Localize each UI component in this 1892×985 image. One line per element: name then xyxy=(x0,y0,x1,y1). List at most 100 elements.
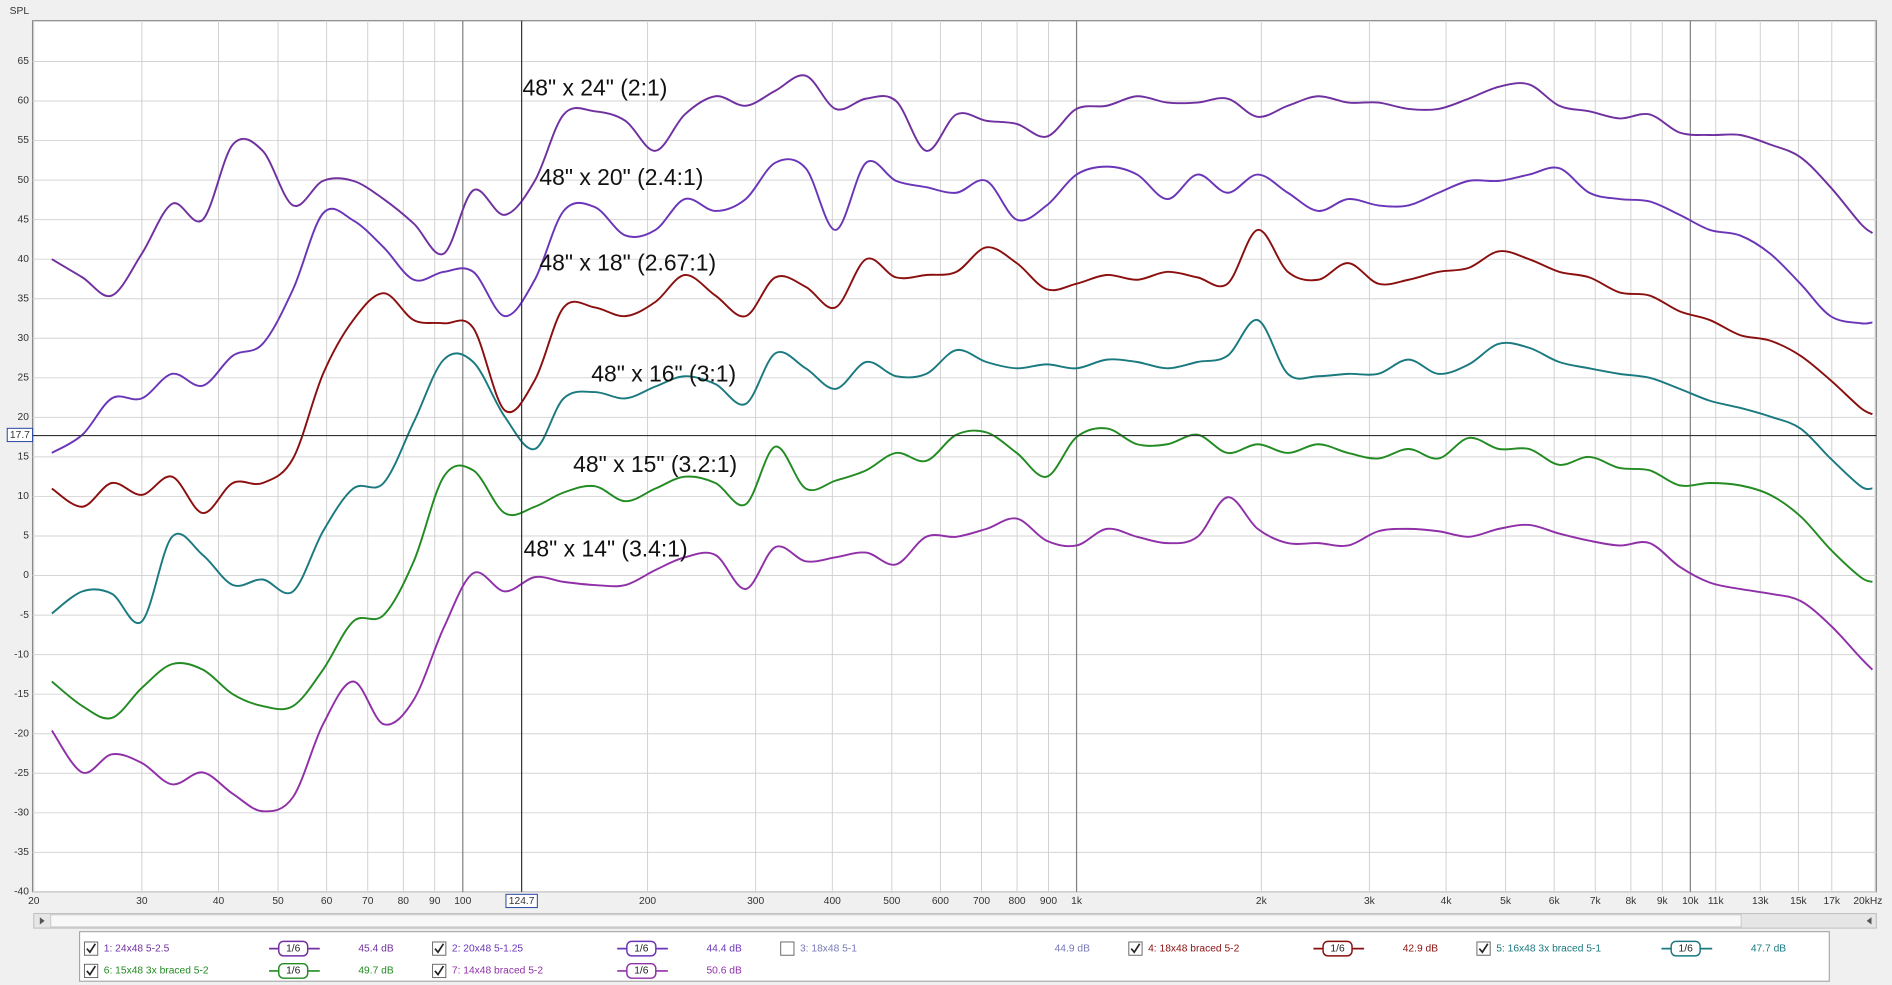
legend-name: 3: 18x48 5-1 xyxy=(800,943,857,954)
y-tick-label: -5 xyxy=(20,610,29,621)
y-tick-label: 5 xyxy=(23,531,29,542)
legend-name: 4: 18x48 braced 5-2 xyxy=(1148,943,1239,954)
legend-check xyxy=(434,965,445,976)
y-tick-label: 45 xyxy=(18,214,30,225)
legend-smoothing: 1/6 xyxy=(286,966,301,977)
x-tick-label: 900 xyxy=(1040,896,1057,907)
x-tick-label: 50 xyxy=(272,896,284,907)
x-tick-label: 400 xyxy=(824,896,841,907)
cursor-y-box xyxy=(6,427,34,443)
x-tick-label: 100 xyxy=(454,896,471,907)
x-tick-label: 13k xyxy=(1752,896,1769,907)
y-tick-label: 25 xyxy=(18,373,30,384)
legend-checkbox[interactable] xyxy=(83,941,99,956)
legend-level: 44.9 dB xyxy=(1055,943,1090,954)
x-tick-label: 6k xyxy=(1549,896,1561,907)
x-tick-label: 60 xyxy=(321,896,333,907)
x-tick-label: 70 xyxy=(362,896,374,907)
legend-smoothing-box[interactable] xyxy=(626,962,657,979)
response-curve xyxy=(51,496,1874,813)
response-curve xyxy=(51,158,1873,454)
x-tick-label: 700 xyxy=(973,896,990,907)
response-curve xyxy=(51,228,1873,515)
x-tick-label: 2k xyxy=(1256,896,1268,907)
x-tick-label: 15k xyxy=(1790,896,1807,907)
legend-smoothing: 1/6 xyxy=(286,943,301,954)
response-curve xyxy=(51,74,1874,298)
legend-level: 45.4 dB xyxy=(358,943,393,954)
curve-annotation: 48" x 18" (2.67:1) xyxy=(539,249,716,275)
legend-level: 50.6 dB xyxy=(706,966,741,977)
legend-name: 2: 20x48 5-1.25 xyxy=(452,943,524,954)
curve-annotation: 48" x 24" (2:1) xyxy=(522,75,667,101)
y-tick-label: -25 xyxy=(14,768,29,779)
y-tick-label: 55 xyxy=(18,135,30,146)
x-tick-label: 5k xyxy=(1500,896,1512,907)
legend-panel xyxy=(79,931,1830,982)
legend-smoothing-box[interactable] xyxy=(1670,940,1701,957)
x-tick-label: 80 xyxy=(398,896,410,907)
legend-smoothing: 1/6 xyxy=(1679,943,1694,954)
legend-name: 1: 24x48 5-2.5 xyxy=(104,943,170,954)
legend-check xyxy=(1130,943,1141,954)
x-tick-label: 11k xyxy=(1708,896,1725,907)
legend-smoothing-box[interactable] xyxy=(278,962,309,979)
x-tick-label: 10k xyxy=(1682,896,1699,907)
y-tick-label: 10 xyxy=(18,491,30,502)
x-tick-label: 200 xyxy=(639,896,656,907)
legend-check xyxy=(86,943,97,954)
curve-annotation: 48" x 20" (2.4:1) xyxy=(539,164,703,190)
y-tick-label: 60 xyxy=(18,96,30,107)
legend-name: 6: 15x48 3x braced 5-2 xyxy=(104,966,209,977)
legend-smoothing-box[interactable] xyxy=(626,940,657,957)
y-tick-label: 40 xyxy=(18,254,30,265)
legend-checkbox[interactable] xyxy=(780,941,795,956)
y-tick-label: -30 xyxy=(14,808,29,819)
legend-checkbox[interactable] xyxy=(1476,941,1491,956)
legend-smoothing: 1/6 xyxy=(634,966,649,977)
cursor-x-label: 124.7 xyxy=(509,896,535,907)
legend-smoothing: 1/6 xyxy=(634,943,649,954)
x-tick-label: 90 xyxy=(429,896,441,907)
x-tick-label: 40 xyxy=(213,896,225,907)
legend-smoothing-box[interactable] xyxy=(1322,940,1353,957)
x-tick-label: 8k xyxy=(1625,896,1637,907)
y-tick-label: 50 xyxy=(18,175,30,186)
x-tick-label: 500 xyxy=(883,896,900,907)
y-axis-label: SPL xyxy=(10,6,30,17)
y-tick-label: 15 xyxy=(18,452,30,463)
y-tick-label: -10 xyxy=(14,649,29,660)
y-tick-label: -40 xyxy=(14,887,29,898)
legend-check xyxy=(434,943,445,954)
x-tick-label: 3k xyxy=(1364,896,1376,907)
legend-checkbox[interactable] xyxy=(83,963,99,979)
legend-name: 5: 16x48 3x braced 5-1 xyxy=(1496,943,1601,954)
legend-smoothing-box[interactable] xyxy=(278,940,309,957)
plot-area xyxy=(31,20,1877,893)
curve-annotation: 48" x 15" (3.2:1) xyxy=(573,451,737,477)
legend-checkbox[interactable] xyxy=(1128,941,1143,956)
legend-level: 49.7 dB xyxy=(358,966,393,977)
x-tick-label: 17k xyxy=(1824,896,1841,907)
x-tick-label: 20 xyxy=(28,896,40,907)
legend-checkbox[interactable] xyxy=(432,963,447,979)
y-tick-label: 30 xyxy=(18,333,30,344)
response-curve xyxy=(51,427,1873,720)
curve-annotation: 48" x 14" (3.4:1) xyxy=(524,535,688,561)
x-tick-label: 1k xyxy=(1071,896,1083,907)
y-tick-label: 65 xyxy=(18,56,30,67)
scrollbar-thumb[interactable] xyxy=(50,914,1742,928)
cursor-y-label: 17.7 xyxy=(10,430,30,441)
x-tick-label: 600 xyxy=(932,896,949,907)
y-tick-label: -20 xyxy=(14,728,29,739)
legend-level: 42.9 dB xyxy=(1403,943,1438,954)
x-tick-label: 20kHz xyxy=(1853,896,1882,907)
legend-checkbox[interactable] xyxy=(432,941,447,956)
x-tick-label: 4k xyxy=(1441,896,1453,907)
x-tick-label: 9k xyxy=(1657,896,1669,907)
cursor-x-box xyxy=(505,893,538,909)
y-tick-label: 35 xyxy=(18,293,30,304)
response-curve xyxy=(51,319,1873,625)
y-tick-label: 20 xyxy=(18,412,30,423)
